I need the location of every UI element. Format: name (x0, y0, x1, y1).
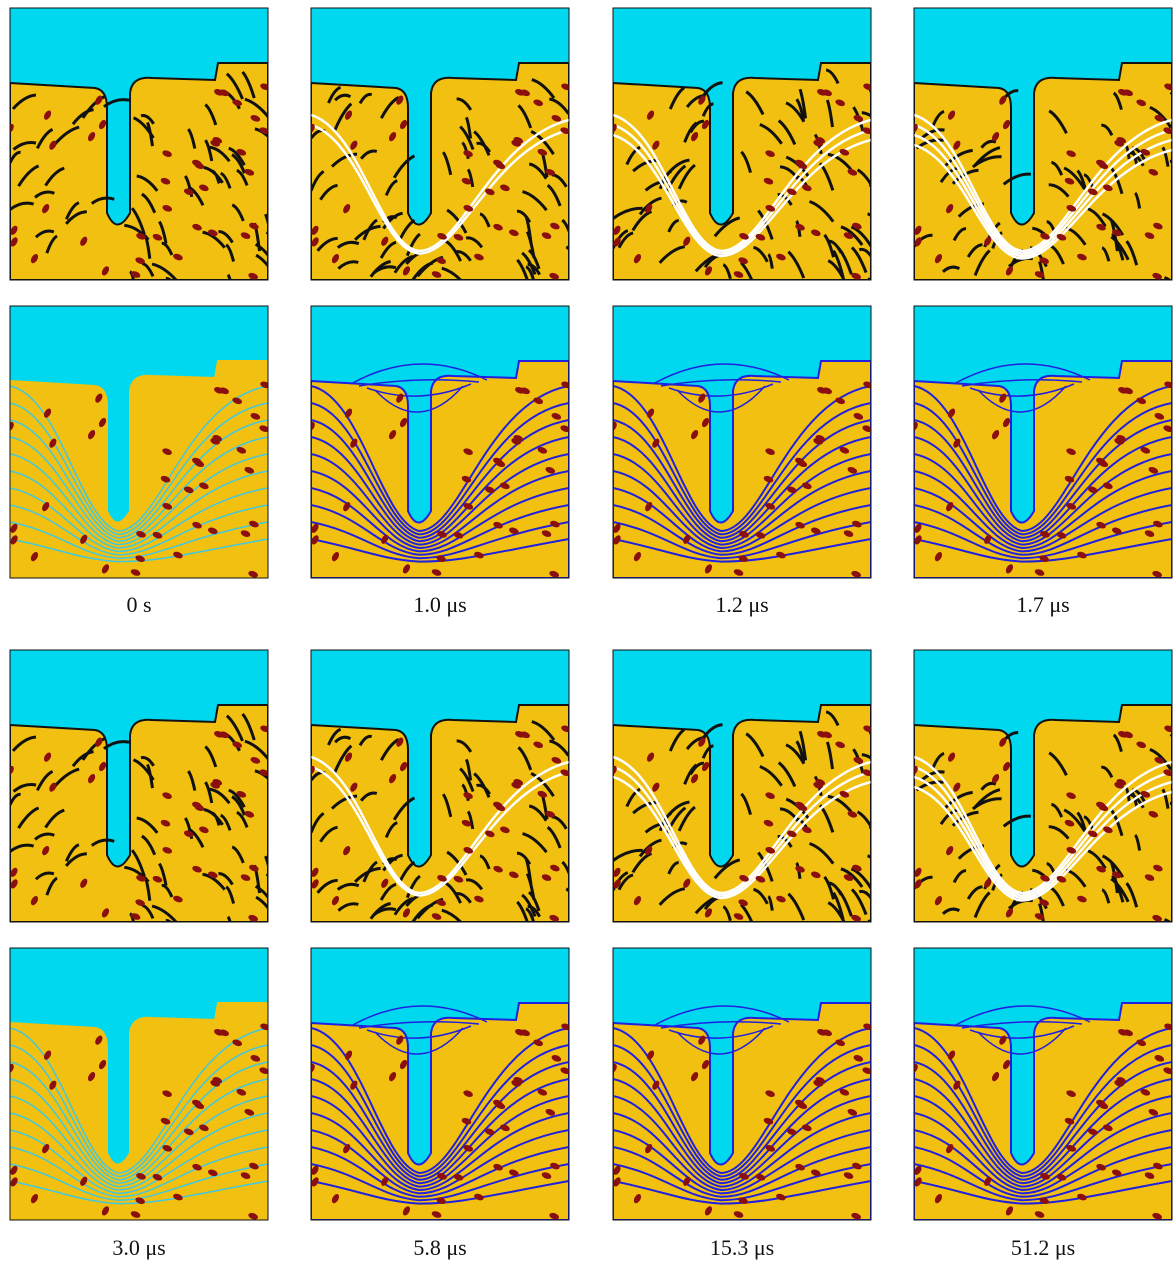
panel-label: 1.7 μs (1016, 592, 1069, 617)
panel (909, 948, 1173, 1221)
panel (5, 306, 271, 579)
panel (5, 650, 277, 944)
cell-outline (869, 827, 896, 844)
cell-outline (568, 231, 582, 240)
panel-label: 51.2 μs (1011, 1235, 1075, 1260)
panel (909, 306, 1173, 579)
panel (306, 306, 572, 579)
cell-outline (869, 185, 896, 202)
panel (306, 8, 582, 287)
panel-label: 3.0 μs (112, 1235, 165, 1260)
panel (608, 948, 874, 1221)
cell-outline (868, 279, 879, 288)
panel-label: 1.0 μs (413, 592, 466, 617)
panel-label: 1.2 μs (715, 592, 768, 617)
panel (608, 306, 874, 579)
panel (5, 948, 271, 1221)
panel (5, 8, 277, 302)
panel (909, 650, 1173, 938)
panel (306, 948, 572, 1221)
cell-outline (249, 280, 267, 302)
cell-outline (871, 159, 885, 176)
panel (608, 650, 896, 933)
panel-label: 0 s (126, 592, 151, 617)
cell-outline (568, 873, 582, 882)
figure: 0 s 1.0 μs 1.2 μs 1.7 μs 3.0 μs 5.8 μs 15.3 μs… (0, 0, 1173, 1265)
cell-outline (249, 922, 267, 944)
panel (909, 8, 1173, 296)
panel (608, 8, 896, 291)
page: 0 s 1.0 μs 1.2 μs 1.7 μs 3.0 μs 5.8 μs 15.3 μs… (0, 0, 1173, 1265)
panel-label: 15.3 μs (710, 1235, 774, 1260)
panel-label: 5.8 μs (413, 1235, 466, 1260)
panel (306, 650, 582, 929)
cell-outline (868, 921, 879, 930)
cell-outline (871, 801, 885, 818)
